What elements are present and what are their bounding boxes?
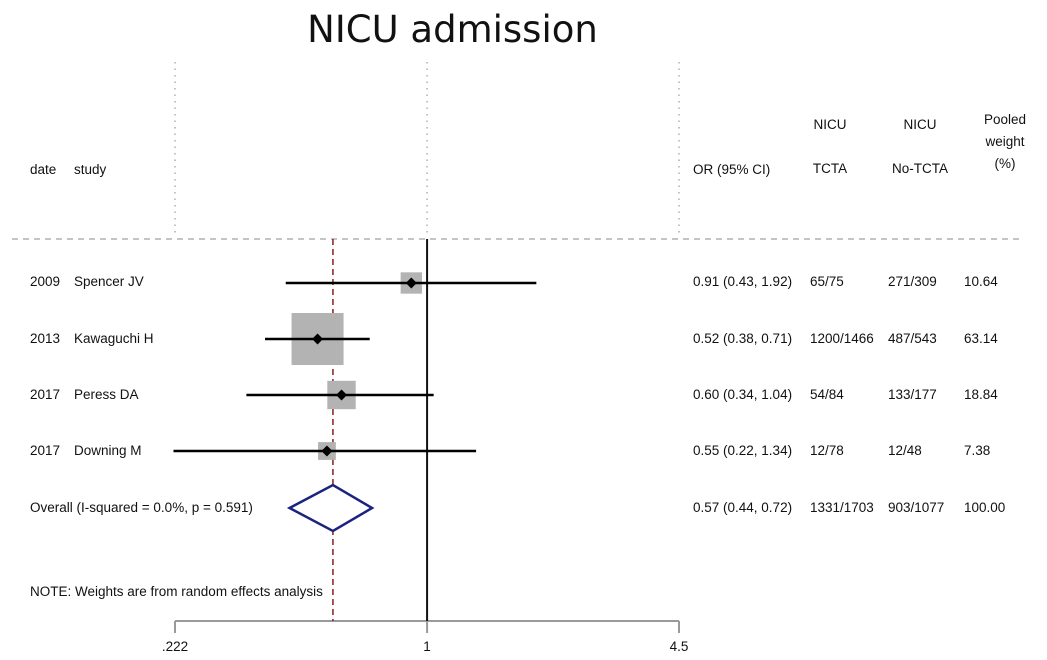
overall-tcta: 1331/1703 bbox=[810, 500, 874, 515]
header-weight-line1: Pooled bbox=[983, 112, 1027, 127]
study-row-date: 2013 bbox=[30, 331, 61, 346]
study-row-tcta: 12/78 bbox=[810, 443, 844, 458]
header-notcta-line1: NICU bbox=[903, 117, 937, 132]
overall-weight: 100.00 bbox=[964, 500, 1006, 515]
weights-note: NOTE: Weights are from random effects an… bbox=[30, 584, 323, 599]
header-or-ci: OR (95% CI) bbox=[693, 162, 771, 177]
study-row-weight: 7.38 bbox=[964, 443, 991, 458]
study-row-or-ci: 0.91 (0.43, 1.92) bbox=[693, 274, 793, 289]
x-tick-label: 4.5 bbox=[669, 639, 689, 654]
point-estimate bbox=[321, 445, 333, 457]
point-estimate bbox=[336, 389, 348, 401]
overall-diamond bbox=[286, 483, 375, 533]
overall-notcta: 903/1077 bbox=[888, 500, 945, 515]
study-row-or-ci: 0.52 (0.38, 0.71) bbox=[693, 331, 793, 346]
study-row-or-ci: 0.60 (0.34, 1.04) bbox=[693, 387, 793, 402]
header-tcta-line2: TCTA bbox=[812, 161, 848, 176]
header-date: date bbox=[30, 162, 57, 177]
study-row-tcta: 1200/1466 bbox=[810, 331, 874, 346]
point-estimate bbox=[405, 277, 417, 289]
x-tick-label: .222 bbox=[161, 639, 189, 654]
header-weight-line3: (%) bbox=[994, 156, 1016, 171]
study-row-name: Spencer JV bbox=[74, 274, 144, 289]
header-notcta-line2: No-TCTA bbox=[892, 161, 948, 176]
overall-label: Overall (I-squared = 0.0%, p = 0.591) bbox=[30, 500, 253, 515]
point-estimate bbox=[312, 333, 324, 345]
study-row-date: 2009 bbox=[30, 274, 61, 289]
study-row-weight: 63.14 bbox=[964, 331, 998, 346]
study-row-notcta: 487/543 bbox=[888, 331, 937, 346]
header-tcta-line1: NICU bbox=[813, 117, 847, 132]
header-weight-line2: weight bbox=[985, 134, 1025, 149]
study-row-notcta: 133/177 bbox=[888, 387, 937, 402]
study-row-date: 2017 bbox=[30, 387, 61, 402]
x-tick-label: 1 bbox=[423, 639, 431, 654]
study-row-weight: 10.64 bbox=[964, 274, 998, 289]
study-row-name: Downing M bbox=[74, 443, 142, 458]
header-weight: Pooled weight (%) bbox=[970, 109, 1040, 175]
header-tcta: NICU TCTA bbox=[800, 114, 860, 180]
study-row-name: Kawaguchi H bbox=[74, 331, 154, 346]
study-row-weight: 18.84 bbox=[964, 387, 998, 402]
study-row-name: Peress DA bbox=[74, 387, 139, 402]
overall-or-ci: 0.57 (0.44, 0.72) bbox=[693, 500, 793, 515]
chart-title: NICU admission bbox=[307, 8, 598, 51]
header-study: study bbox=[74, 162, 107, 177]
study-row-tcta: 65/75 bbox=[810, 274, 844, 289]
study-row-notcta: 12/48 bbox=[888, 443, 922, 458]
study-row-notcta: 271/309 bbox=[888, 274, 937, 289]
study-row-or-ci: 0.55 (0.22, 1.34) bbox=[693, 443, 793, 458]
study-row-tcta: 54/84 bbox=[810, 387, 844, 402]
study-row-date: 2017 bbox=[30, 443, 61, 458]
header-notcta: NICU No-TCTA bbox=[880, 114, 960, 180]
